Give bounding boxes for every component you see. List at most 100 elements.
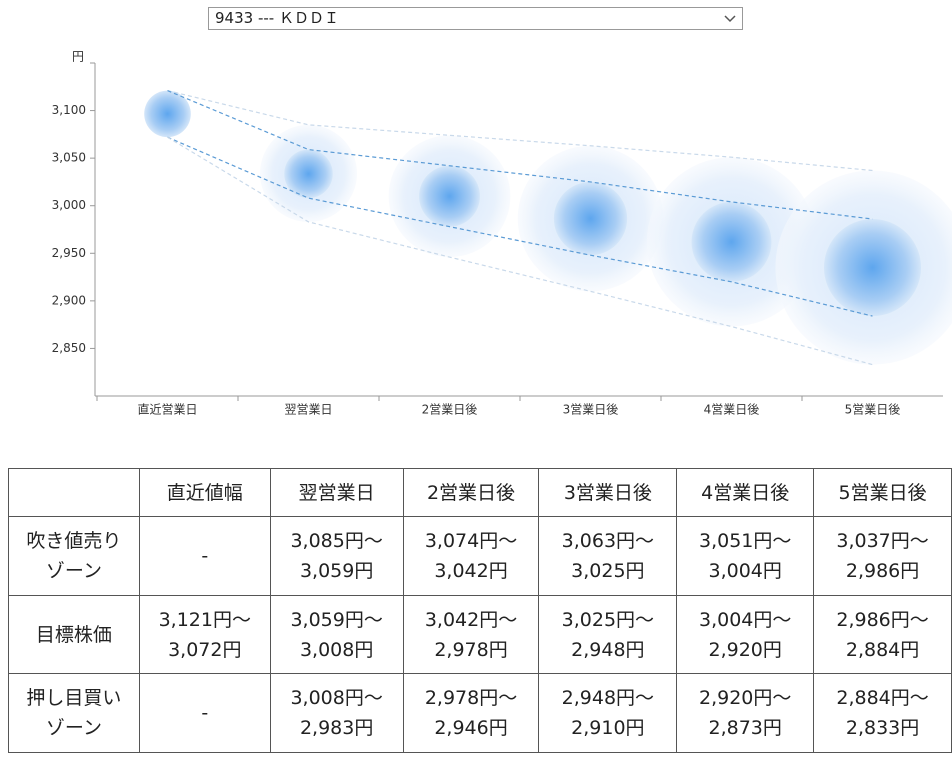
table-row: 押し目買いゾーン - 3,008円～ 2,983円 2,978円～ 2,946円 2,948… (8, 673, 952, 753)
value-cell: 3,063円～ 3,025円 (538, 516, 678, 596)
cell-line: 2,884円 (845, 638, 920, 661)
cell-line: - (201, 545, 209, 567)
cell-line: 3,059円～ (290, 608, 383, 631)
x-tick-label: 2営業日後 (422, 403, 478, 417)
cell-line: 3,059円 (299, 560, 374, 582)
value-cell: 3,121円～ 3,072円 (138, 595, 271, 674)
target-bubble (691, 201, 772, 282)
cell-line: 2,978円～ (424, 687, 518, 709)
value-cell: 3,004円～ 2,920円 (676, 595, 815, 674)
cell-line: 3,072円 (168, 638, 242, 661)
cell-line: 3,025円～ (561, 608, 655, 631)
cell-line: 2,948円 (571, 638, 645, 661)
row-label-line: 目標株価 (35, 623, 112, 646)
x-tick-label: 5営業日後 (845, 403, 901, 417)
value-cell: 3,059円～ 3,008円 (269, 595, 404, 674)
cell-line: 3,074円～ (424, 530, 518, 552)
y-tick-label: 2,900 (52, 293, 86, 307)
cell-line: 3,008円 (299, 638, 374, 661)
corner-cell (8, 468, 140, 517)
row-label-line: ゾーン (45, 560, 102, 582)
range-line (167, 136, 873, 366)
row-label-line: 吹き値売り (26, 530, 122, 552)
header-cell: 3営業日後 (538, 468, 678, 517)
value-cell: 3,008円～ 2,983円 (269, 673, 404, 753)
value-cell: 2,884円～ 2,833円 (813, 673, 952, 753)
table-row: 吹き値売りゾーン - 3,085円～ 3,059円 3,074円～ 3,042円 3,063… (8, 516, 952, 596)
cell-line: 3,008円～ (290, 687, 383, 709)
range-line (167, 90, 873, 172)
value-cell: - (138, 516, 271, 596)
range-line (167, 136, 873, 317)
chart: 円 2,850 2,900 2,950 3,000 3,050 3,100 直近営業日 翌営業… (52, 50, 952, 417)
selector-label: 9433 --- ＫＤＤＩ (215, 9, 339, 27)
cell-line: 2,986円～ (836, 608, 929, 631)
cell-line: 3,004円～ (699, 608, 792, 631)
value-cell: 3,085円～ 3,059円 (269, 516, 404, 596)
y-tick-label: 2,850 (52, 341, 86, 355)
stock-selector[interactable]: 9433 --- ＫＤＤＩ (208, 7, 743, 30)
value-cell: 3,037円～ 2,986円 (813, 516, 952, 596)
cell-line: 2,946円 (434, 717, 508, 739)
cell-line: 2,884円～ (836, 687, 929, 709)
value-cell: 2,986円～ 2,884円 (813, 595, 952, 674)
header-cell: 翌営業日 (269, 468, 404, 517)
cell-line: 3,025円 (571, 560, 645, 582)
cell-line: 3,121円～ (158, 608, 251, 631)
header-cell: 2営業日後 (402, 468, 540, 517)
header-cell: 直近値幅 (138, 468, 271, 517)
value-cell: 2,948円～ 2,910円 (538, 673, 678, 753)
cell-line: 3,063円～ (561, 530, 655, 552)
bubbles (144, 90, 952, 365)
row-label-line: ゾーン (45, 717, 102, 739)
row-label: 押し目買い ゾーン (8, 673, 140, 753)
value-cell: 2,920円～ 2,873円 (676, 673, 815, 753)
header-row: 直近値幅 翌営業日 2営業日後 3営業日後 4営業日後 5営業日後 (8, 468, 952, 517)
x-tick-label: 翌営業日 (284, 403, 332, 417)
cell-line: 3,042円 (434, 560, 508, 582)
y-tick-label: 3,100 (52, 103, 86, 117)
value-cell: 3,074円～ 3,042円 (402, 516, 540, 596)
target-bubble (144, 90, 191, 138)
cell-line: 2,948円～ (561, 687, 655, 709)
cell-line: 2,986円 (845, 560, 920, 582)
target-bubble (553, 181, 628, 256)
row-label: 吹き値売り ゾーン (8, 516, 140, 596)
row-label-line: 押し目買い (26, 687, 122, 709)
x-tick-label: 4営業日後 (704, 403, 760, 417)
header-cell: 5営業日後 (813, 468, 952, 517)
y-unit: 円 (72, 50, 84, 64)
cell-line: 3,037円～ (836, 530, 929, 552)
cell-line: 2,920円～ (699, 687, 792, 709)
target-bubble (284, 149, 333, 199)
target-bubble (823, 219, 922, 317)
cell-line: 2,873円 (708, 717, 782, 739)
value-cell: 3,042円～ 2,978円 (402, 595, 540, 674)
forecast-table: 直近値幅 翌営業日 2営業日後 3営業日後 4営業日後 5営業日後吹き値売りゾーン - 3,0… (8, 468, 952, 753)
cell-line: 3,051円～ (699, 530, 792, 552)
value-cell: 2,978円～ 2,946円 (402, 673, 540, 753)
cell-line: 2,910円 (571, 717, 645, 739)
row-label: 目標株価 (8, 595, 140, 674)
y-tick-label: 3,050 (52, 151, 86, 165)
x-tick-label: 3営業日後 (563, 403, 619, 417)
dropdown-arrow (724, 15, 736, 23)
y-tick-label: 3,000 (52, 198, 86, 212)
cell-line: 3,004円 (708, 560, 782, 582)
target-bubble (419, 165, 480, 227)
cell-line: 2,833円 (845, 717, 920, 739)
cell-line: 2,920円 (708, 638, 782, 661)
table-row: 目標株価 3,121円～ 3,072円 3,059円～ 3,008円 3,042円～ 2,9… (8, 595, 952, 674)
range-line (167, 90, 873, 220)
value-cell: - (138, 673, 271, 753)
y-tick-label: 2,950 (52, 246, 86, 260)
header-cell: 4営業日後 (676, 468, 815, 517)
value-cell: 3,051円～ 3,004円 (676, 516, 815, 596)
cell-line: 3,042円～ (424, 608, 518, 631)
cell-line: 2,983円 (299, 717, 374, 739)
cell-line: 2,978円 (434, 638, 508, 661)
cell-line: - (201, 702, 209, 724)
x-tick-label: 直近営業日 (137, 402, 197, 417)
value-cell: 3,025円～ 2,948円 (538, 595, 678, 674)
